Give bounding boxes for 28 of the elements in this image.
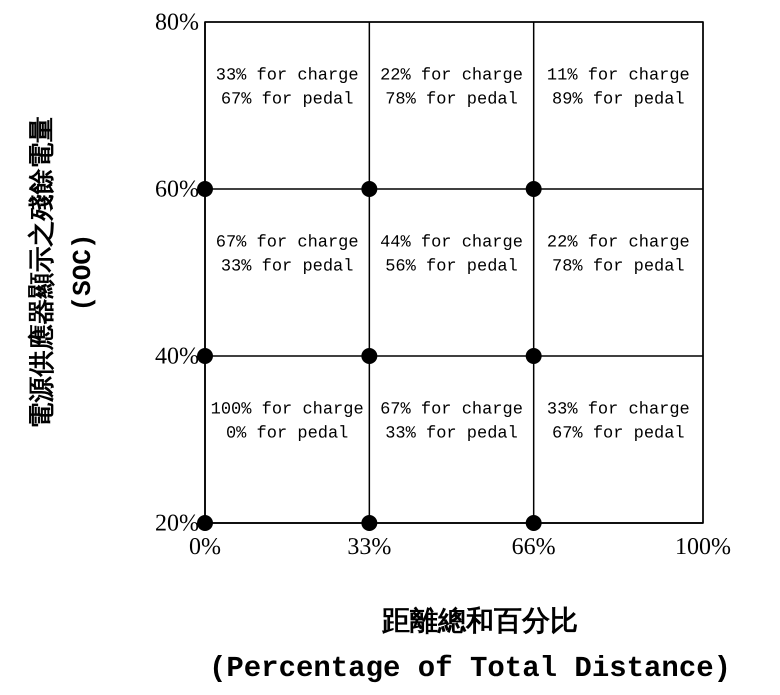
- x-tick-label: 66%: [512, 534, 556, 560]
- x-tick-label: 0%: [189, 534, 221, 560]
- point: [526, 515, 542, 531]
- x-tick-label: 100%: [675, 534, 731, 560]
- point: [197, 515, 213, 531]
- annotation: 44% for charge 56% for pedal: [380, 234, 523, 276]
- point: [197, 348, 213, 364]
- annotation: 67% for charge 33% for pedal: [216, 234, 359, 276]
- annotation: 22% for charge 78% for pedal: [380, 66, 523, 110]
- point: [526, 348, 542, 364]
- x-axis-title: 距離總和百分比 (Percentage of Total Distance): [208, 604, 732, 685]
- annotation: 11% for charge 89% for pedal: [546, 66, 690, 110]
- point: [361, 181, 378, 197]
- point: [361, 515, 378, 531]
- point: [526, 181, 542, 197]
- annotation: 67% for charge 33% for pedal: [380, 400, 523, 444]
- annotation: 100% for charge 0% for pedal: [210, 400, 364, 444]
- x-tick-label: 33%: [347, 534, 392, 560]
- point: [361, 348, 378, 364]
- y-tick-label: 80%: [155, 10, 199, 36]
- y-axis-title: 電源供應器顯示之殘餘電量 (SOC): [27, 116, 98, 428]
- annotation: 33% for charge 67% for pedal: [216, 66, 359, 110]
- annotation: 22% for charge 78% for pedal: [546, 234, 690, 276]
- point: [197, 181, 213, 197]
- y-tick-label: 20%: [155, 510, 199, 537]
- annotation: 33% for charge 67% for pedal: [546, 400, 690, 444]
- y-tick-label: 60%: [155, 176, 199, 203]
- y-tick-label: 40%: [155, 344, 199, 370]
